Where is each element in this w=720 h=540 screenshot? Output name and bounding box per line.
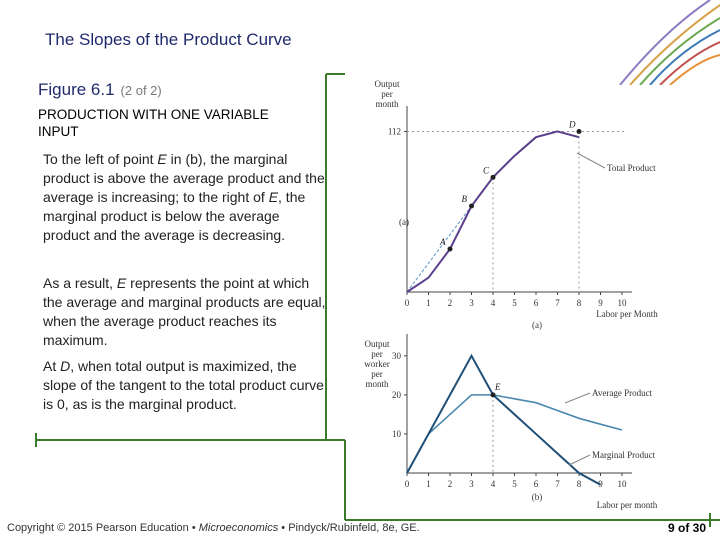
point-a [447,246,453,252]
text-italic: E [116,275,127,291]
decorative-streaks [619,0,720,85]
point-label: E [494,382,501,392]
y-axis-label: per [371,369,383,379]
figure-label: Figure 6.1 (2 of 2) [38,80,162,100]
marginal-product-curve [406,353,601,486]
x-tick-label: 10 [618,298,628,308]
series-pointer [568,454,591,466]
x-tick-label: 5 [512,298,517,308]
x-tick-label: 6 [534,479,539,489]
point-label: B [462,194,468,204]
text: in [166,151,186,167]
x-tick-label: 1 [426,479,431,489]
x-tick-label: 4 [491,479,496,489]
x-tick-label: 3 [469,298,474,308]
x-tick-label: 8 [577,479,582,489]
y-axis-label: per [381,89,393,99]
x-tick-label: 3 [469,479,474,489]
y-axis-label: month [375,99,399,109]
paragraph-2: As a result, E represents the point at w… [43,274,328,350]
ray-b [406,205,472,293]
x-tick-label: 2 [448,298,453,308]
series-pointer [564,392,591,404]
paragraph-1: To the left of point E in (b), the margi… [43,150,328,245]
footer: Copyright © 2015 Pearson Education • Mic… [7,522,420,534]
x-tick-label: 4 [491,298,496,308]
series-label: Average Product [592,388,653,398]
y-axis-label: month [365,379,389,389]
point-e [490,392,496,398]
y-axis-label: per [371,349,383,359]
text: represents the point at which the averag… [43,275,326,348]
slide-title: The Slopes of the Product Curve [45,30,292,49]
y-axis-label: worker [364,359,390,369]
series-pointer [576,152,606,169]
text: To the left of point [43,151,158,167]
x-tick-label: 7 [555,479,560,489]
text-italic: E [268,189,279,205]
page-number: 9 of 30 [667,521,706,535]
x-axis-label: Labor per month [597,500,658,510]
x-tick-label: 9 [598,298,603,308]
paragraph-3: At D, when total output is maximized, th… [43,357,328,414]
y-tick-label: 30 [392,351,402,361]
average-product-curve [406,394,623,474]
text: (b), [185,151,207,167]
text-italic: D [60,358,71,374]
panel-label: (a) [532,320,542,330]
x-tick-label: 7 [555,298,560,308]
x-tick-label: 0 [405,479,410,489]
point-b [469,203,474,209]
text: , the marginal product is below the aver… [43,189,306,243]
text: At [43,358,61,374]
text: As a result, [43,275,117,291]
footer-copyright: Copyright © 2015 Pearson Education • [7,522,196,534]
x-tick-label: 5 [512,479,517,489]
y-axis-label: Output [364,339,390,349]
footer-rest: • Pindyck/Rubinfeld, 8e, GE. [281,522,420,534]
y-axis-label: Output [374,79,400,89]
x-tick-label: 1 [426,298,431,308]
side-label: (a) [399,217,409,227]
point-label: D [568,119,576,129]
point-d [576,128,582,134]
footer-book: Microeconomics [198,522,279,534]
y-tick-label: 10 [392,429,402,439]
section-heading: PRODUCTION WITH ONE VARIABLE INPUT [38,107,269,139]
x-tick-label: 6 [534,298,539,308]
series-label: Total Product [607,163,656,173]
text-italic: E [157,151,167,167]
text: the marginal product is above the averag… [43,151,325,205]
figure-number: Figure 6.1 [38,80,115,99]
x-tick-label: 10 [618,479,628,489]
x-tick-label: 0 [405,298,410,308]
panel-label: (b) [532,492,543,502]
x-axis-label: Labor per Month [596,309,658,319]
y-tick-label: 20 [392,390,402,400]
series-label: Marginal Product [592,450,656,460]
x-tick-label: 2 [448,479,453,489]
point-c [490,174,496,180]
figure-sub: (2 of 2) [120,83,162,98]
panel-b: 0 1 2 3 4 5 6 7 8 9 10102030Outputperworkerpermont… [364,334,658,510]
y-tick-label: 112 [388,126,401,136]
point-label: A [439,237,446,247]
text: , when total output is maximized, the sl… [43,358,324,412]
x-tick-label: 8 [577,298,582,308]
point-label: C [483,165,490,175]
